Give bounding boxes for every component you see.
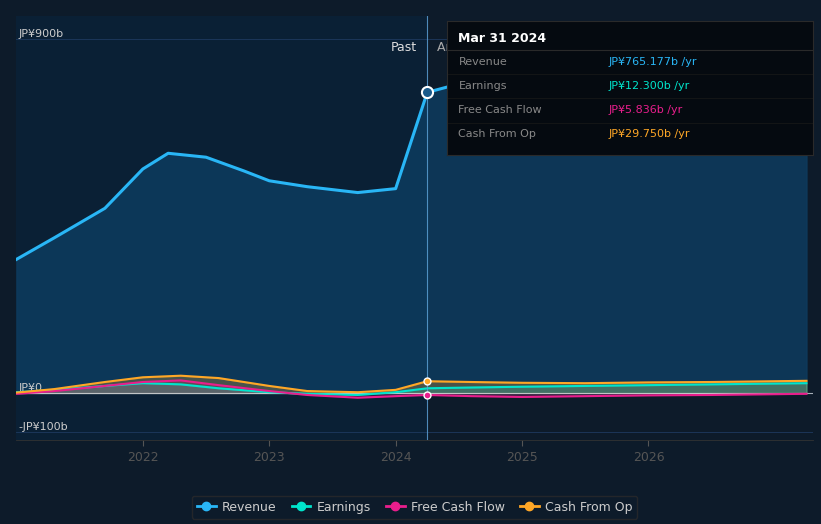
Text: JP¥29.750b /yr: JP¥29.750b /yr xyxy=(608,129,690,139)
Text: JP¥765.177b /yr: JP¥765.177b /yr xyxy=(608,57,697,67)
Text: JP¥900b: JP¥900b xyxy=(19,29,64,39)
Text: Analysts Forecasts: Analysts Forecasts xyxy=(438,41,553,54)
Bar xyxy=(427,16,813,440)
Text: JP¥12.300b /yr: JP¥12.300b /yr xyxy=(608,81,690,91)
Text: -JP¥100b: -JP¥100b xyxy=(19,422,69,432)
Text: Revenue: Revenue xyxy=(458,57,507,67)
Bar xyxy=(16,16,427,440)
Text: Earnings: Earnings xyxy=(458,81,507,91)
Text: Past: Past xyxy=(391,41,417,54)
Text: JP¥0: JP¥0 xyxy=(19,383,43,393)
Text: Cash From Op: Cash From Op xyxy=(458,129,536,139)
Legend: Revenue, Earnings, Free Cash Flow, Cash From Op: Revenue, Earnings, Free Cash Flow, Cash … xyxy=(192,496,637,519)
Text: Free Cash Flow: Free Cash Flow xyxy=(458,105,542,115)
Text: JP¥5.836b /yr: JP¥5.836b /yr xyxy=(608,105,682,115)
Text: Mar 31 2024: Mar 31 2024 xyxy=(458,31,547,45)
